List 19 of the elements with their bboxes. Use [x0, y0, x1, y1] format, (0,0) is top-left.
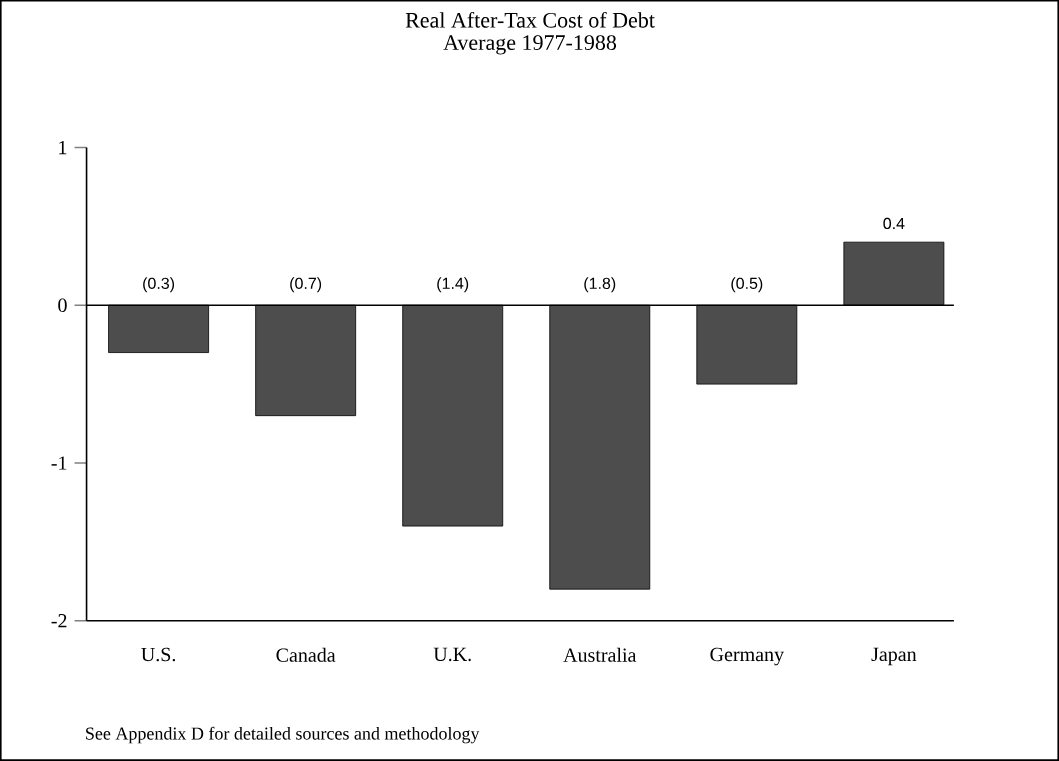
- data-label: 0.4: [883, 217, 905, 230]
- x-tick-label: Canada: [276, 647, 336, 662]
- data-label: (1.4): [437, 277, 469, 293]
- chart-title: Real After-Tax Cost of Debt: [405, 11, 655, 28]
- chart-subtitle: Average 1977-1988: [443, 35, 617, 55]
- y-tick-label: -2: [51, 614, 67, 628]
- x-tick-label: U.S.: [141, 647, 176, 662]
- x-tick-label: Germany: [710, 647, 784, 666]
- data-label: (0.3): [143, 277, 175, 293]
- text: See Appendix D for detailed sources and methodology: [86, 726, 480, 744]
- data-label: (1.8): [584, 277, 616, 293]
- x-tick-label: Japan: [871, 647, 917, 666]
- data-label: (0.5): [731, 277, 763, 293]
- y-tick-label: 1: [59, 140, 67, 155]
- x-tick-label: Australia: [563, 647, 637, 662]
- y-tick-label: 0: [58, 298, 67, 313]
- x-tick-label: U.K.: [433, 647, 471, 662]
- y-tick-label: -1: [51, 456, 67, 470]
- data-label: (0.7): [290, 277, 322, 293]
